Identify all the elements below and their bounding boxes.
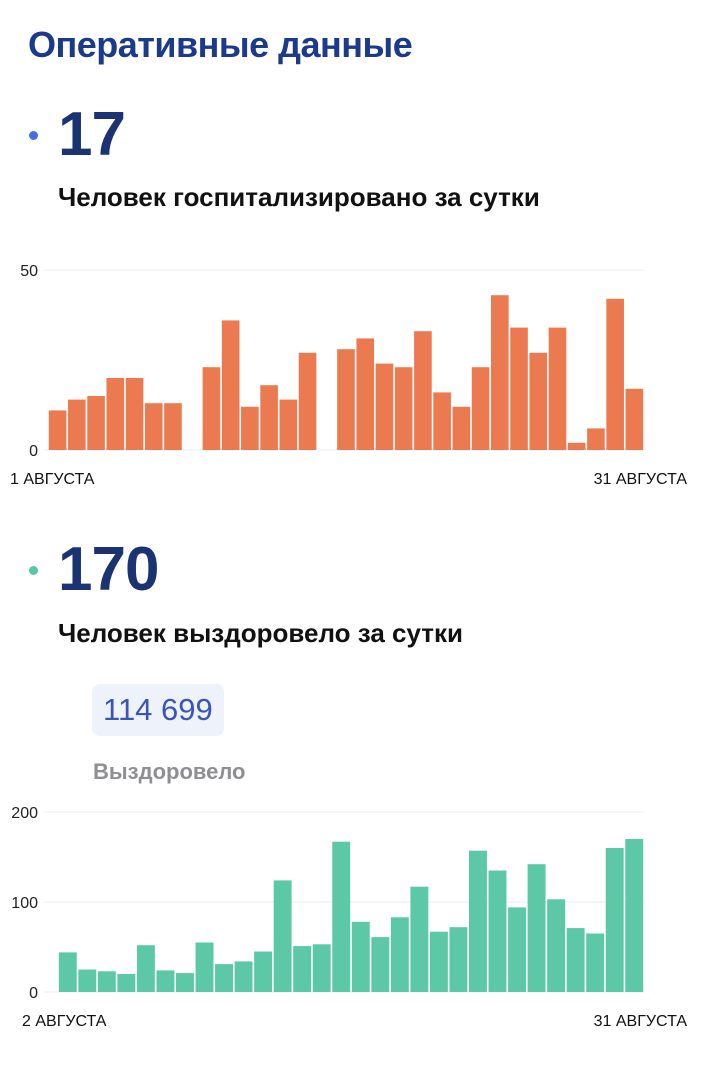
recov-bar — [312, 944, 331, 992]
hosp-bar — [567, 442, 586, 450]
hosp-bar — [452, 406, 471, 450]
recov-bar — [156, 970, 175, 992]
recovered-dot-icon — [29, 566, 38, 575]
recov-bar — [117, 974, 136, 992]
hosp-bar — [625, 388, 644, 450]
recov-bar — [527, 864, 546, 992]
hosp-bar — [241, 406, 259, 450]
recov-bar — [273, 880, 292, 992]
recov-bar — [78, 969, 97, 992]
recov-y-tick-label: 200 — [11, 805, 38, 822]
recov-bar — [586, 933, 605, 992]
recov-bar — [605, 848, 624, 992]
recov-bar — [371, 937, 390, 992]
hosp-bar — [144, 403, 163, 450]
recov-bar — [469, 850, 487, 992]
recov-bar — [566, 928, 585, 992]
hosp-bar — [510, 327, 528, 450]
hosp-x-end-label: 31 АВГУСТА — [594, 471, 688, 488]
hosp-bar — [356, 338, 375, 450]
recov-bar — [429, 931, 448, 992]
recovered-total-badge: 114 699 — [92, 684, 224, 736]
hosp-bar — [164, 403, 182, 450]
hosp-bar — [48, 410, 67, 450]
recov-bar — [176, 973, 194, 992]
hosp-bar — [490, 295, 509, 450]
recov-bar — [449, 927, 468, 992]
recov-bar — [547, 899, 566, 992]
recov-bar — [195, 942, 214, 992]
recov-bar — [97, 971, 116, 992]
recov-bar — [293, 946, 312, 992]
recovered-caption: Человек выздоровело за сутки — [58, 618, 463, 648]
recov-y-tick-label: 100 — [11, 895, 38, 912]
hospitalized-count: 17 — [58, 100, 126, 169]
hosp-bar — [414, 331, 432, 450]
recov-bar — [215, 964, 233, 992]
recov-bar — [136, 945, 155, 992]
hosp-bar — [433, 392, 451, 450]
recov-bar — [234, 961, 253, 992]
hospitalized-dot-icon — [29, 131, 38, 140]
hosp-y-tick-label: 0 — [29, 443, 38, 460]
hosp-bar — [606, 298, 624, 450]
hosp-bar — [587, 428, 605, 450]
hosp-bar — [375, 363, 394, 450]
recov-x-start-label: 2 АВГУСТА — [22, 1013, 107, 1030]
hosp-bar — [471, 367, 490, 450]
hosp-bar — [548, 327, 567, 450]
recov-bar — [508, 907, 526, 992]
recovered-total-label: Выздоровело — [93, 759, 246, 784]
hospitalized-caption: Человек госпитализировано за сутки — [58, 182, 540, 212]
recov-bar — [332, 841, 351, 992]
hosp-y-tick-label: 50 — [20, 263, 38, 280]
hosp-bar — [337, 349, 355, 450]
hosp-bar — [68, 399, 86, 450]
hosp-bar — [279, 399, 298, 450]
hosp-bar — [394, 367, 413, 450]
hospitalized-chart: 0 50 1 АВГУСТА 31 АВГУСТА — [10, 263, 688, 488]
recov-bar — [488, 870, 507, 992]
hosp-x-start-label: 1 АВГУСТА — [10, 471, 95, 488]
recov-y-tick-label: 0 — [29, 985, 38, 1002]
hosp-bar — [202, 367, 221, 450]
recov-bar — [254, 951, 273, 992]
recov-bar — [410, 886, 429, 992]
hosp-bar — [125, 378, 144, 450]
recov-x-end-label: 31 АВГУСТА — [594, 1013, 688, 1030]
recov-bar — [351, 921, 370, 992]
recovered-count: 170 — [58, 535, 159, 604]
page-title: Оперативные данные — [28, 24, 413, 65]
recov-bar — [625, 839, 644, 992]
hosp-bar — [260, 385, 278, 450]
hosp-bar — [87, 396, 105, 450]
recovered-chart: 0 100 200 2 АВГУСТА 31 АВГУСТА — [11, 805, 688, 1030]
hosp-bar — [221, 320, 240, 450]
hosp-bar — [106, 378, 125, 450]
recov-bar — [58, 952, 77, 992]
recov-bar — [390, 917, 409, 992]
hosp-bar — [529, 352, 548, 450]
hosp-bar — [298, 352, 317, 450]
